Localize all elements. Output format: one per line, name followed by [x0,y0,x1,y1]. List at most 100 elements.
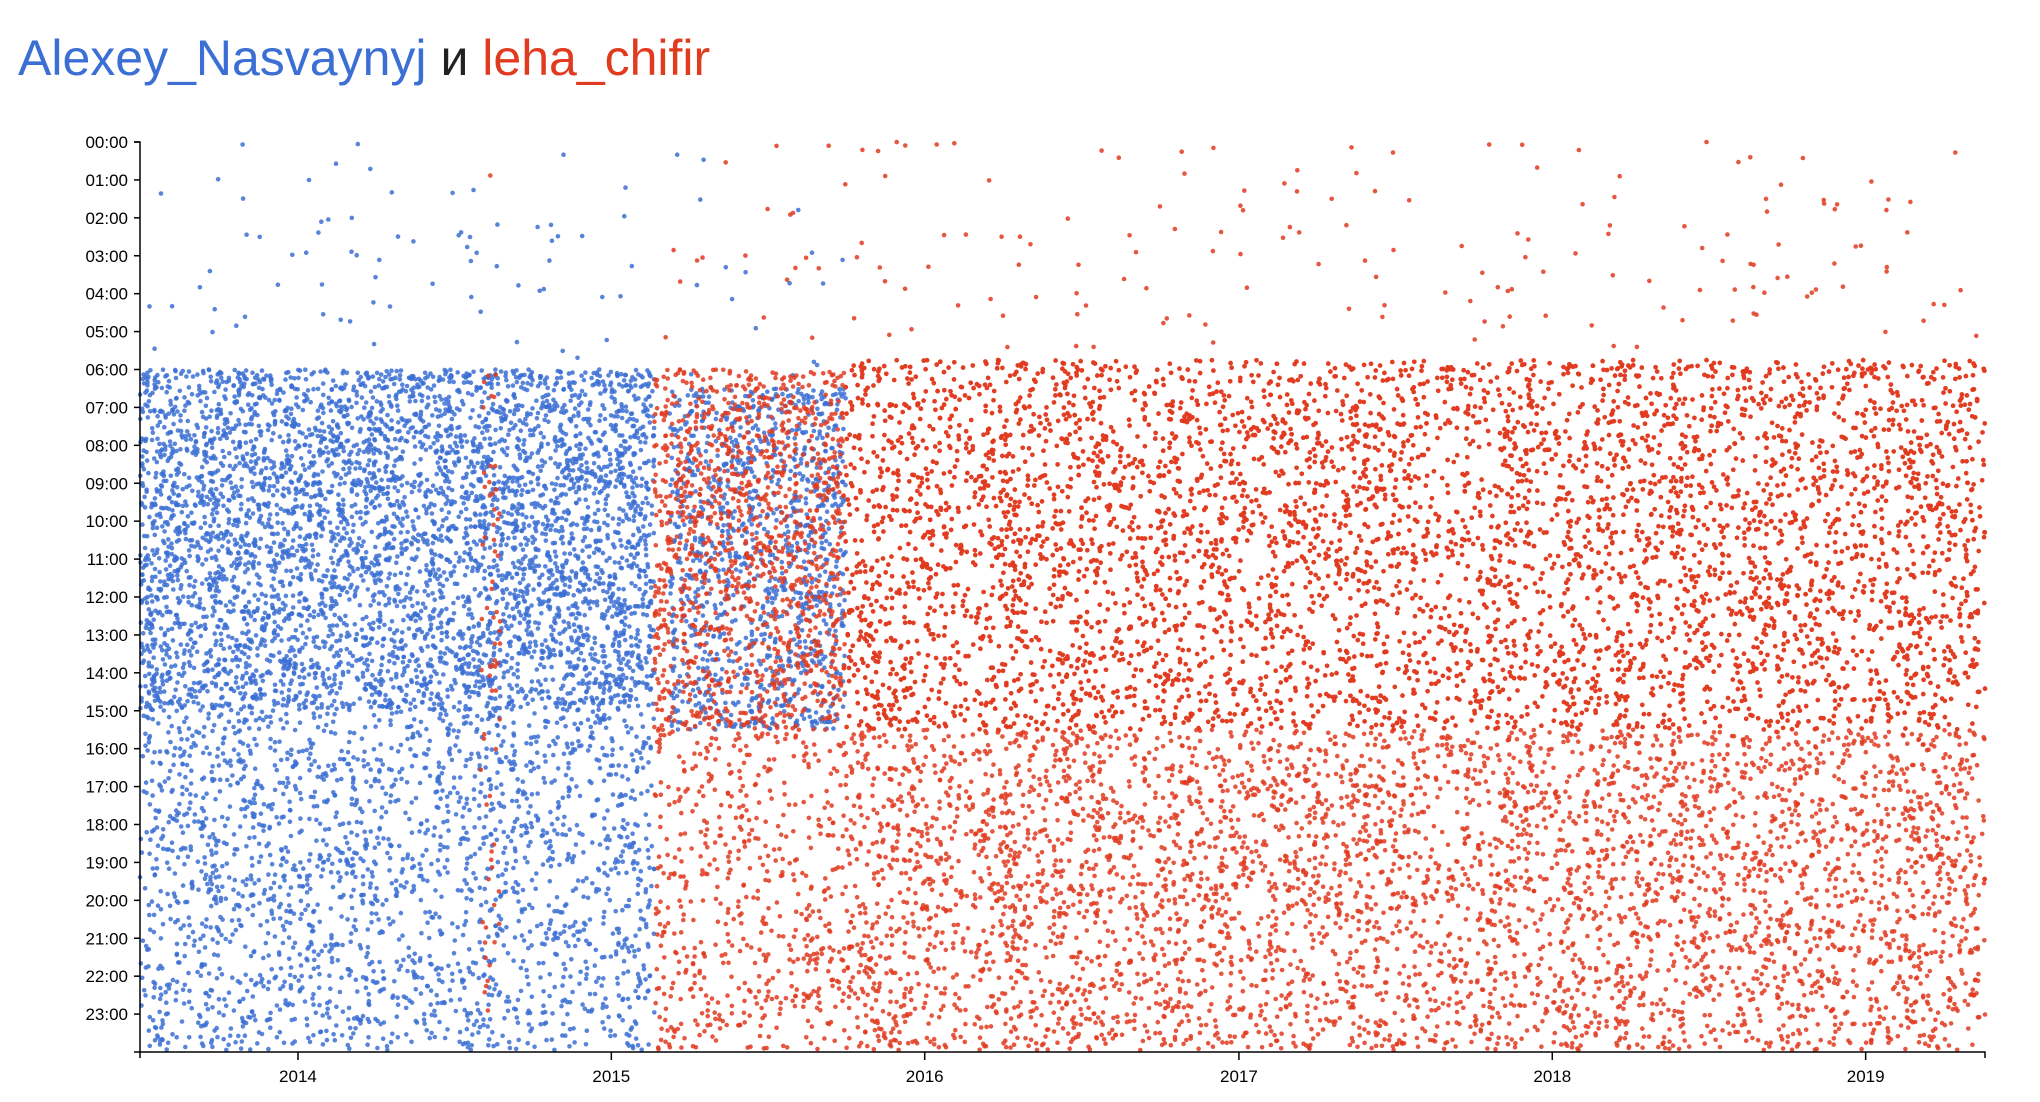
data-point [189,510,194,515]
data-point [622,446,627,451]
data-point [608,383,613,388]
data-point [307,510,312,515]
data-point [201,751,206,756]
data-point [315,685,320,690]
data-point [365,477,370,482]
data-point [368,419,373,424]
data-point [504,574,509,579]
data-point [345,590,350,595]
data-point [156,698,161,703]
data-point [512,412,517,417]
data-point [553,461,558,466]
data-point [638,639,643,644]
data-point [608,595,613,600]
data-point [555,587,560,592]
data-point [381,492,386,497]
data-point [464,507,469,512]
data-point [332,581,337,586]
data-point [454,551,459,556]
data-point [328,628,333,633]
data-point [398,377,403,382]
data-point [499,369,504,374]
data-point [361,635,366,640]
data-point [595,696,600,701]
data-point [455,388,460,393]
data-point [338,539,343,544]
data-point [600,654,605,659]
data-point [460,444,465,449]
data-point [614,410,619,415]
data-point [214,487,219,492]
data-point [524,515,529,520]
data-point [532,569,537,574]
data-point [620,555,625,560]
data-point [164,1047,169,1052]
data-point [451,569,456,574]
data-point [495,409,500,414]
data-point [148,650,153,655]
data-point [251,466,256,471]
data-point [304,435,309,440]
data-point [155,449,160,454]
data-point [428,445,433,450]
data-point [157,442,162,447]
data-point [437,680,442,685]
data-point [272,471,277,476]
data-point [482,546,487,551]
data-point [471,565,476,570]
data-point [210,493,215,498]
data-point [352,384,357,389]
data-point [246,609,251,614]
data-point [485,640,490,645]
data-point [273,688,278,693]
data-point [368,427,373,432]
data-point [246,645,251,650]
data-point [278,542,283,547]
data-point [165,373,170,378]
data-point [593,641,598,646]
data-point [232,496,237,501]
data-point [592,519,597,524]
data-point [535,667,540,672]
data-point [466,685,471,690]
data-point [547,607,552,612]
data-point [593,475,598,480]
data-point [567,383,572,388]
data-point [456,961,461,966]
data-point [306,388,311,393]
data-point [356,371,361,376]
data-point [414,668,419,673]
data-point [602,616,607,621]
data-point [476,651,481,656]
data-point [541,400,546,405]
data-point [313,671,318,676]
data-point [287,490,292,495]
data-point [367,471,372,476]
data-point [204,404,209,409]
data-point [481,555,486,560]
data-point [650,503,655,508]
data-point [536,626,541,631]
data-point [575,606,580,611]
data-point [145,380,150,385]
data-point [150,899,155,904]
data-point [583,497,588,502]
data-point [539,611,544,616]
data-point [631,417,636,422]
data-point [173,442,178,447]
data-point [519,966,524,971]
data-point [380,656,385,661]
data-point [553,528,558,533]
data-point [623,450,628,455]
data-point [296,368,301,373]
data-point [505,399,510,404]
data-point [534,688,539,693]
data-point [471,449,476,454]
data-point [377,448,382,453]
data-point [555,444,560,449]
data-point [600,670,605,675]
data-point [379,478,384,483]
data-point [342,526,347,531]
data-point [487,695,492,700]
data-point [355,585,360,590]
